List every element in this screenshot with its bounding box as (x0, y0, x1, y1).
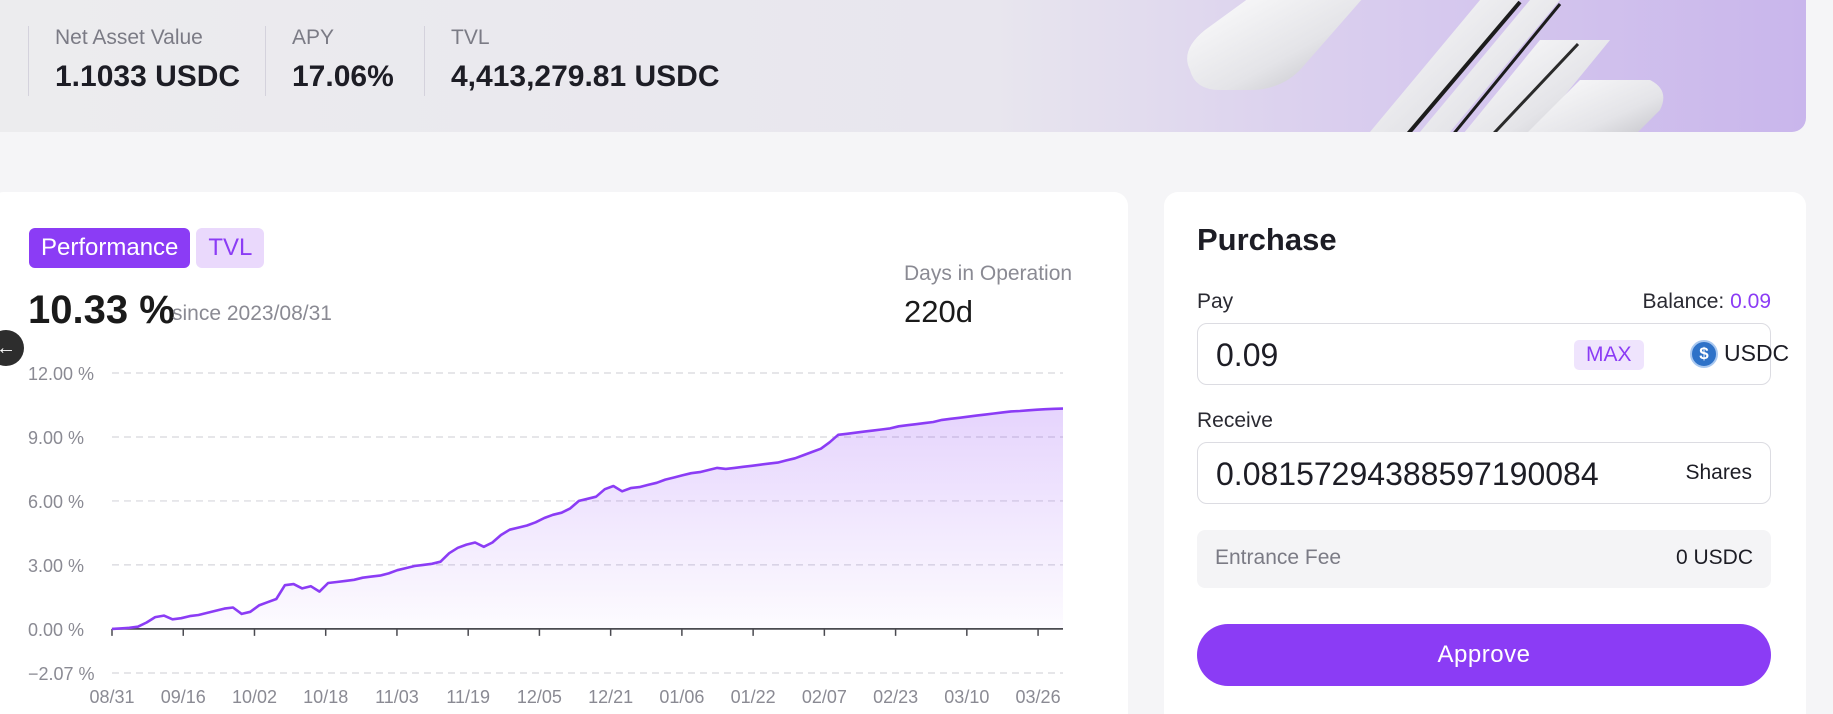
y-tick-label: 9.00 % (28, 428, 84, 448)
x-tick-label: 02/23 (873, 687, 918, 707)
performance-value: 10.33 % (28, 288, 175, 332)
days-in-operation-label: Days in Operation (904, 262, 1073, 285)
y-tick-label: 12.00 % (28, 364, 94, 384)
apy-value: 17.06% (292, 60, 394, 93)
apy-label: APY (292, 26, 335, 49)
x-tick-label: 12/21 (588, 687, 633, 707)
tab-tvl[interactable]: TVL (196, 228, 265, 268)
purchase-card: Purchase Pay Balance: 0.09 0.09 MAX $ US… (1164, 192, 1806, 714)
x-tick-label: 11/03 (375, 687, 419, 707)
entrance-fee-label: Entrance Fee (1215, 546, 1342, 569)
pay-currency: USDC (1724, 340, 1790, 366)
pay-label: Pay (1197, 290, 1234, 313)
x-tick-label: 09/16 (161, 687, 206, 707)
max-button[interactable]: MAX (1574, 340, 1644, 370)
entrance-fee-row: Entrance Fee 0 USDC (1197, 530, 1771, 588)
receive-label: Receive (1197, 409, 1273, 432)
tvl-label: TVL (451, 26, 490, 49)
x-tick-label: 03/10 (944, 687, 989, 707)
nav-label: Net Asset Value (55, 26, 203, 49)
series-area (112, 408, 1063, 629)
shares-unit: Shares (1685, 461, 1752, 484)
nav-value: 1.1033 USDC (55, 60, 241, 93)
x-tick-label: 03/26 (1016, 687, 1061, 707)
entrance-fee-value: 0 USDC (1675, 546, 1753, 569)
days-in-operation-value: 220d (904, 294, 973, 329)
balance-value[interactable]: 0.09 (1730, 290, 1771, 313)
apy-stat: APY 17.06% (265, 26, 394, 96)
x-tick-label: 10/18 (303, 687, 348, 707)
performance-chart: 12.00 % 9.00 % 6.00 % 3.00 % 0.00 % −2.07 % 08… (28, 364, 1064, 707)
tvl-stat: TVL 4,413,279.81 USDC (424, 26, 720, 96)
balance-label: Balance: (1642, 290, 1725, 313)
tvl-value: 4,413,279.81 USDC (451, 60, 720, 93)
x-tick-label: 01/06 (659, 687, 704, 707)
tab-performance[interactable]: Performance (29, 228, 191, 268)
x-tick-label: 10/02 (232, 687, 277, 707)
receive-amount: 0.08157294388597190084 (1216, 456, 1599, 492)
x-tick-label: 08/31 (89, 687, 134, 707)
y-tick-label: 3.00 % (28, 556, 84, 576)
receive-field: 0.08157294388597190084 Shares (1197, 442, 1771, 504)
x-tick-label: 01/22 (731, 687, 776, 707)
series-line (111, 407, 1064, 631)
pay-amount[interactable]: 0.09 (1216, 337, 1279, 373)
y-tick-label: 0.00 % (28, 620, 84, 640)
nav-stat: Net Asset Value 1.1033 USDC (28, 26, 240, 96)
x-tick-label: 12/05 (517, 687, 562, 707)
usdc-coin-icon: $ (1690, 340, 1718, 368)
x-tick-label: 11/19 (446, 687, 490, 707)
approve-button[interactable]: Approve (1197, 624, 1771, 686)
y-tick-label: −2.07 % (28, 664, 95, 684)
y-tick-label: 6.00 % (28, 492, 84, 512)
vault-stats-banner: Net Asset Value 1.1033 USDC APY 17.06% T… (0, 0, 1806, 132)
balance-row: Balance: 0.09 (1643, 290, 1771, 314)
performance-since: since 2023/08/31 (172, 302, 332, 325)
purchase-title: Purchase (1197, 222, 1337, 257)
x-tick-label: 02/07 (802, 687, 847, 707)
pay-input[interactable]: 0.09 MAX $ USDC (1197, 323, 1789, 385)
chart-tabs: Performance TVL (29, 228, 265, 268)
decorative-stripes-graphic (1187, 0, 1664, 132)
